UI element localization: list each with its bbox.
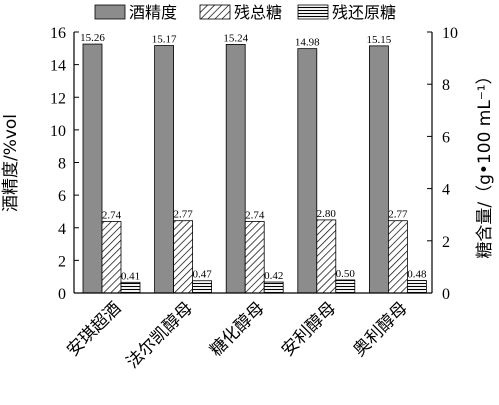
legend-swatch-alcohol <box>94 4 126 20</box>
legend: 酒精度 残总糖 残还原糖 <box>94 3 396 22</box>
bars-group <box>82 43 427 294</box>
bar-reducing-sugar-1 <box>192 280 213 294</box>
category-label-0: 安琪超酒 <box>63 298 125 360</box>
bar-alcohol-0 <box>82 43 103 294</box>
right-ticks-group: 0 2 4 6 8 10 <box>427 25 458 303</box>
legend-swatch-reducing-sugar <box>297 4 329 20</box>
data-label-reducing-sugar-4: 0.48 <box>407 268 427 280</box>
data-label-reducing-sugar-3: 0.50 <box>336 268 356 280</box>
data-label-reducing-sugar-1: 0.47 <box>192 269 212 281</box>
left-tick-label: 12 <box>50 90 66 107</box>
bar-total-sugar-0 <box>101 221 122 294</box>
left-tick-label: 8 <box>58 156 66 173</box>
bar-total-sugar-3 <box>316 219 337 294</box>
bar-total-sugar-4 <box>387 220 408 294</box>
category-label-3: 安利醇母 <box>278 298 340 360</box>
bar-alcohol-1 <box>154 45 175 294</box>
right-tick-label: 0 <box>442 286 450 303</box>
data-label-alcohol-2: 15.24 <box>223 32 248 44</box>
data-labels-group: 15.26 15.17 15.24 14.98 15.15 2.74 2.77 2.74 2.8… <box>80 32 427 282</box>
left-tick-label: 16 <box>50 25 66 42</box>
legend-label-reducing-sugar: 残还原糖 <box>332 3 396 22</box>
right-tick-label: 4 <box>442 182 450 199</box>
bar-alcohol-3 <box>297 48 318 294</box>
bar-reducing-sugar-4 <box>406 280 427 294</box>
data-label-total-sugar-0: 2.74 <box>102 209 122 221</box>
bar-reducing-sugar-2 <box>263 281 284 294</box>
bar-total-sugar-1 <box>173 220 194 294</box>
right-tick-label: 2 <box>442 234 450 251</box>
right-tick-label: 10 <box>442 25 458 42</box>
category-label-1: 法尔凯醇母 <box>123 298 197 372</box>
left-tick-label: 0 <box>58 286 66 303</box>
data-label-alcohol-3: 14.98 <box>295 37 320 49</box>
left-tick-label: 10 <box>50 123 66 140</box>
data-label-reducing-sugar-0: 0.41 <box>121 270 140 282</box>
left-tick-label: 4 <box>58 221 66 238</box>
category-label-4: 奥利醇母 <box>350 298 412 360</box>
data-label-alcohol-1: 15.17 <box>152 34 177 46</box>
legend-label-alcohol: 酒精度 <box>129 3 177 22</box>
bar-reducing-sugar-3 <box>335 279 356 294</box>
bar-alcohol-2 <box>225 43 246 294</box>
bar-total-sugar-2 <box>244 221 265 294</box>
data-label-alcohol-0: 15.26 <box>80 32 105 44</box>
data-label-total-sugar-2: 2.74 <box>245 209 265 221</box>
left-tick-label: 6 <box>58 188 66 205</box>
bar-reducing-sugar-0 <box>120 281 141 294</box>
data-label-alcohol-4: 15.15 <box>367 34 392 46</box>
y-axis-title: 酒精度/%vol <box>1 114 21 212</box>
category-label-2: 糖化醇母 <box>206 298 268 360</box>
left-tick-label: 2 <box>58 253 66 270</box>
right-tick-label: 8 <box>442 77 450 94</box>
left-ticks-group: 0 2 4 6 8 10 12 14 16 <box>50 25 79 303</box>
data-label-total-sugar-4: 2.77 <box>388 209 408 221</box>
data-label-reducing-sugar-2: 0.42 <box>264 270 283 282</box>
data-label-total-sugar-1: 2.77 <box>173 209 193 221</box>
left-tick-label: 14 <box>50 58 66 75</box>
legend-swatch-total-sugar <box>199 4 231 20</box>
bar-alcohol-4 <box>368 45 389 294</box>
right-tick-label: 6 <box>442 129 450 146</box>
y2-axis-title: 糖含量/（g•100 mL⁻¹） <box>475 67 495 258</box>
data-label-total-sugar-3: 2.80 <box>317 208 337 220</box>
legend-label-total-sugar: 残总糖 <box>234 3 282 22</box>
